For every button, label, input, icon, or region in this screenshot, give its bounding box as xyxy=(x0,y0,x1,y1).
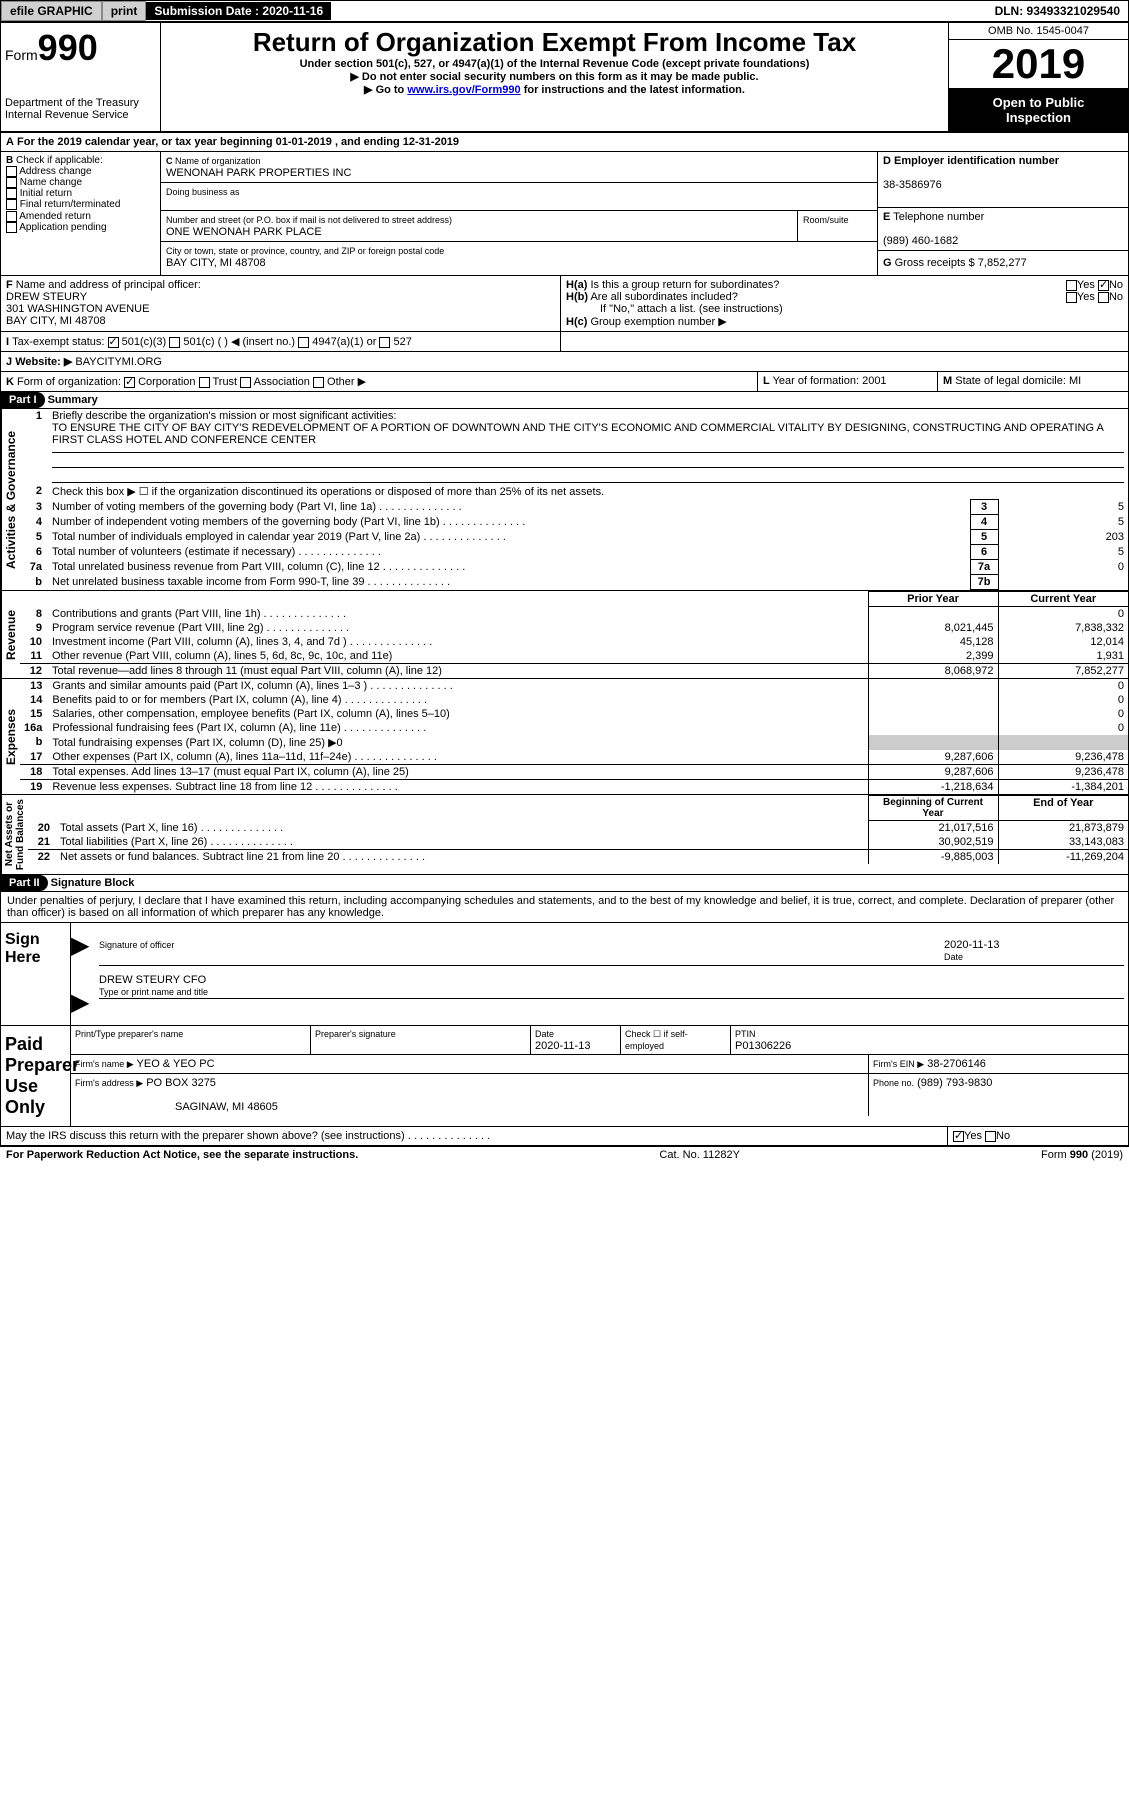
open-inspection: Open to PublicInspection xyxy=(949,89,1128,131)
part2-bar: Part II xyxy=(1,875,48,891)
val-7b xyxy=(998,575,1128,590)
ein: 38-3586976 xyxy=(883,179,942,191)
form-page: Form990 Department of the Treasury Inter… xyxy=(0,22,1129,1147)
c19: -1,384,201 xyxy=(998,780,1128,795)
c14: 0 xyxy=(998,693,1128,707)
org-name: WENONAH PARK PROPERTIES INC xyxy=(166,167,351,179)
form-title: Return of Organization Exempt From Incom… xyxy=(169,27,940,58)
officer-name: DREW STEURY xyxy=(6,291,87,303)
side-expenses: Expenses xyxy=(1,679,20,794)
subtitle-2: ▶ Do not enter social security numbers o… xyxy=(169,70,940,83)
dln: DLN: 93493321029540 xyxy=(987,2,1128,20)
sign-date: 2020-11-13 xyxy=(944,939,999,951)
phone: (989) 460-1682 xyxy=(883,235,958,247)
c17: 9,236,478 xyxy=(998,750,1128,765)
val-5: 203 xyxy=(998,530,1128,545)
side-netassets: Net Assets or Fund Balances xyxy=(1,795,28,874)
c8: 0 xyxy=(998,607,1128,622)
val-4: 5 xyxy=(998,515,1128,530)
page-footer: For Paperwork Reduction Act Notice, see … xyxy=(0,1147,1129,1163)
c13: 0 xyxy=(998,679,1128,693)
c18: 9,236,478 xyxy=(998,765,1128,780)
c22: -11,269,204 xyxy=(998,850,1128,865)
firm-ein: 38-2706146 xyxy=(927,1058,986,1070)
side-revenue: Revenue xyxy=(1,591,20,678)
org-city: BAY CITY, MI 48708 xyxy=(166,257,266,269)
subtitle-1: Under section 501(c), 527, or 4947(a)(1)… xyxy=(169,58,940,70)
ptin: P01306226 xyxy=(735,1040,791,1052)
domicile-state: MI xyxy=(1069,375,1081,387)
val-3: 5 xyxy=(998,500,1128,515)
part1-bar: Part I xyxy=(1,392,45,408)
c16a: 0 xyxy=(998,721,1128,735)
dba-label: Doing business as xyxy=(166,187,240,197)
efile-button[interactable]: efile GRAPHIC xyxy=(1,1,102,21)
year-formation: 2001 xyxy=(862,375,886,387)
c20: 21,873,879 xyxy=(998,821,1128,836)
topbar: efile GRAPHIC print Submission Date : 20… xyxy=(0,0,1129,22)
c11: 1,931 xyxy=(998,649,1128,664)
c12: 7,852,277 xyxy=(998,664,1128,679)
website: BAYCITYMI.ORG xyxy=(75,356,162,368)
header-title-block: Return of Organization Exempt From Incom… xyxy=(161,23,948,131)
tax-year: 2019 xyxy=(949,40,1128,89)
firm-phone: (989) 793-9830 xyxy=(917,1077,992,1089)
omb-number: OMB No. 1545-0047 xyxy=(949,23,1128,40)
instructions-link[interactable]: www.irs.gov/Form990 xyxy=(407,84,520,96)
c10: 12,014 xyxy=(998,635,1128,649)
submission-date: Submission Date : 2020-11-16 xyxy=(146,2,331,20)
section-b: B Check if applicable: Address change Na… xyxy=(1,152,161,275)
val-6: 5 xyxy=(998,545,1128,560)
prep-date: 2020-11-13 xyxy=(535,1040,590,1052)
officer-name-title: DREW STEURY CFO xyxy=(99,974,206,986)
c15: 0 xyxy=(998,707,1128,721)
mission-text: TO ENSURE THE CITY OF BAY CITY'S REDEVEL… xyxy=(52,422,1103,446)
line-a: A For the 2019 calendar year, or tax yea… xyxy=(1,133,1128,151)
gross-receipts: 7,852,277 xyxy=(978,257,1027,269)
header-right-block: OMB No. 1545-0047 2019 Open to PublicIns… xyxy=(948,23,1128,131)
firm-addr: PO BOX 3275 xyxy=(146,1077,216,1089)
side-activities: Activities & Governance xyxy=(1,409,20,590)
org-address: ONE WENONAH PARK PLACE xyxy=(166,226,322,238)
firm-name: YEO & YEO PC xyxy=(137,1058,215,1070)
dept-label: Department of the Treasury Internal Reve… xyxy=(5,97,156,121)
print-button[interactable]: print xyxy=(102,1,147,21)
form-id-block: Form990 Department of the Treasury Inter… xyxy=(1,23,161,131)
c21: 33,143,083 xyxy=(998,835,1128,850)
paid-preparer-label: Paid Preparer Use Only xyxy=(1,1026,71,1126)
val-7a: 0 xyxy=(998,560,1128,575)
declaration: Under penalties of perjury, I declare th… xyxy=(1,892,1128,923)
c9: 7,838,332 xyxy=(998,621,1128,635)
sign-here-label: Sign Here xyxy=(1,923,71,1025)
subtitle-3: ▶ Go to www.irs.gov/Form990 for instruct… xyxy=(169,83,940,96)
